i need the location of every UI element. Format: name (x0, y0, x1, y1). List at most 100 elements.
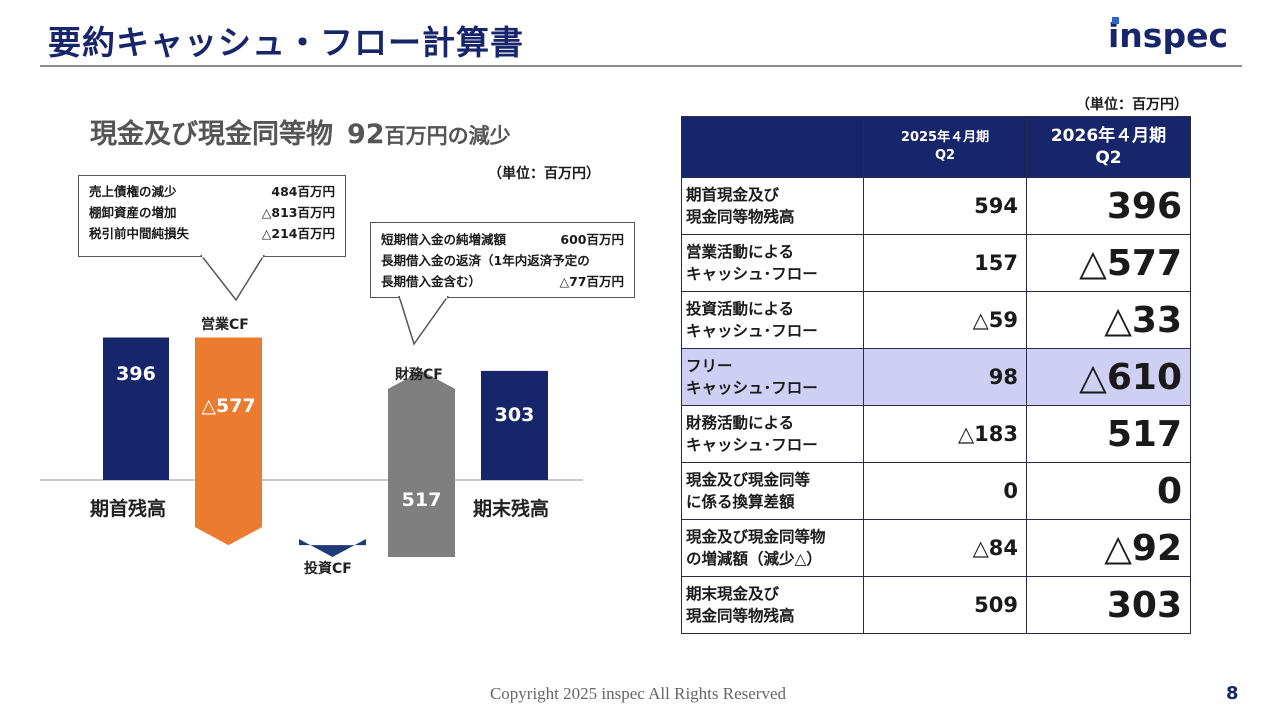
bar-value-financing: 517 (401, 489, 442, 511)
row-label-line: キャッシュ･フロー (686, 436, 818, 454)
bar-value-investing: △33 (313, 589, 352, 610)
operating-cf-callout: 売上債権の減少 484百万円 棚卸資産の増加 △813百万円 税引前中間純損失 △21… (78, 175, 346, 257)
cell-current-year: 396 (1026, 177, 1191, 235)
row-label-line: 期首現金及び (686, 186, 780, 204)
subtitle-number: 92 (347, 119, 385, 150)
table-header-current-year: 2026年４月期 Q2 (1026, 116, 1191, 178)
row-label-line: キャッシュ･フロー (686, 322, 818, 340)
table-row: 現金及び現金同等物 の増減額（減少△） △84 △92 (681, 519, 1191, 577)
bar-value-begin: 396 (116, 363, 156, 385)
cell-prev-year: △59 (863, 291, 1027, 349)
row-label: 財務活動によるキャッシュ･フロー (681, 405, 864, 463)
row-label-line: 期末現金及び (686, 585, 780, 603)
callout-row: 短期借入金の純増減額 600百万円 (381, 229, 624, 250)
callout-row-label: 税引前中間純損失 (89, 226, 190, 241)
callout-row-label: 長期借入金含む） (381, 274, 482, 289)
table-header-prev-year: 2025年４月期 Q2 (863, 116, 1027, 178)
callout-row-label: 短期借入金の純増減額 (381, 232, 507, 247)
row-label-line: フリー (686, 357, 733, 375)
callout-row-value: △77百万円 (559, 274, 624, 289)
header-period: 2025年４月期 (900, 130, 990, 145)
row-label-line: 財務活動による (686, 414, 795, 432)
waterfall-chart (40, 337, 583, 558)
row-label-line: 現金及び現金同等 (686, 471, 811, 489)
header-quarter: Q2 (1095, 148, 1122, 168)
header-quarter: Q2 (934, 148, 956, 163)
bar-begin-balance (103, 337, 169, 480)
cell-current-year: △577 (1026, 234, 1191, 292)
cell-current-year: 517 (1026, 405, 1191, 463)
category-label-investing: 投資CF (304, 561, 352, 577)
row-label-line: に係る換算差額 (686, 493, 795, 511)
cell-prev-year: 157 (863, 234, 1027, 292)
cash-flow-table: 2025年４月期 Q2 2026年４月期 Q2 期首現金及び 現金同等物残高 59… (681, 116, 1191, 634)
bar-financing-cf (388, 370, 455, 558)
table-row: 現金及び現金同等 に係る換算差額 0 0 (681, 462, 1191, 520)
row-label: 期首現金及び 現金同等物残高 (681, 177, 864, 235)
row-label: 期末現金及び 現金同等物残高 (681, 576, 864, 634)
cell-current-year: △92 (1026, 519, 1191, 577)
page-number: 8 (1226, 683, 1239, 704)
cell-current-year: △610 (1026, 348, 1191, 406)
table-row-highlighted: フリーキャッシュ･フロー 98 △610 (681, 348, 1191, 406)
row-label-line: 現金及び現金同等物 (686, 528, 826, 546)
row-label: 営業活動によるキャッシュ･フロー (681, 234, 864, 292)
row-label-line: 現金同等物残高 (686, 208, 795, 226)
callout-row-value: △813百万円 (261, 205, 335, 220)
category-label-end: 期末残高 (473, 498, 550, 520)
table-row: 投資活動によるキャッシュ･フロー △59 △33 (681, 291, 1191, 349)
cell-prev-year: 98 (863, 348, 1027, 406)
table-unit-label: （単位：百万円） (1076, 97, 1188, 113)
callout-row-value: 484百万円 (271, 184, 335, 199)
subtitle-prefix: 現金及び現金同等物 (90, 119, 333, 150)
cell-current-year: 303 (1026, 576, 1191, 634)
callout-row-label: 売上債権の減少 (89, 184, 177, 199)
title-divider (40, 65, 1242, 67)
copyright-footer: Copyright 2025 inspec All Rights Reserve… (489, 684, 787, 703)
row-label-line: 投資活動による (686, 300, 795, 318)
table-row: 期末現金及び 現金同等物残高 509 303 (681, 576, 1191, 634)
cell-current-year: 0 (1026, 462, 1191, 520)
row-label: フリーキャッシュ･フロー (681, 348, 864, 406)
category-label-financing: 財務CF (395, 367, 443, 383)
table-row: 財務活動によるキャッシュ･フロー △183 517 (681, 405, 1191, 463)
row-label-line: 営業活動による (686, 243, 795, 261)
logo-dot-icon (1112, 17, 1119, 24)
row-label-line: 現金同等物残高 (686, 607, 795, 625)
row-label-line: キャッシュ･フロー (686, 265, 818, 283)
table-row: 期首現金及び 現金同等物残高 594 396 (681, 177, 1191, 235)
callout-row: 棚卸資産の増加 △813百万円 (89, 202, 335, 223)
table-header-blank (681, 116, 864, 178)
table-header-row: 2025年４月期 Q2 2026年４月期 Q2 (681, 116, 1191, 178)
callout-row: 税引前中間純損失 △214百万円 (89, 223, 335, 244)
category-label-begin: 期首残高 (90, 498, 167, 520)
subtitle-suffix: 百万円の減少 (384, 124, 511, 148)
cell-current-year: △33 (1026, 291, 1191, 349)
bar-value-operating: △577 (201, 395, 256, 417)
callout-row-label: 棚卸資産の増加 (89, 205, 177, 220)
brand-logo: inspec (1108, 16, 1228, 55)
page-title: 要約キャッシュ・フロー計算書 (48, 23, 524, 62)
cell-prev-year: 0 (863, 462, 1027, 520)
row-label: 現金及び現金同等 に係る換算差額 (681, 462, 864, 520)
header-period: 2026年４月期 (1050, 126, 1167, 146)
callout-row: 長期借入金の返済（1年内返済予定の (381, 253, 590, 268)
financing-callout-pointer (398, 296, 449, 346)
operating-callout-pointer (200, 255, 265, 302)
cell-prev-year: △84 (863, 519, 1027, 577)
callout-row: 長期借入金含む） △77百万円 (381, 271, 624, 292)
chart-subtitle: 現金及び現金同等物 92百万円の減少 (90, 112, 511, 151)
cell-prev-year: △183 (863, 405, 1027, 463)
chart-unit-label: （単位：百万円） (488, 166, 600, 182)
bar-operating-cf (195, 337, 262, 546)
row-label-line: キャッシュ･フロー (686, 379, 818, 397)
financing-cf-callout: 短期借入金の純増減額 600百万円 長期借入金の返済（1年内返済予定の 長期借入金… (370, 222, 635, 298)
category-label-operating: 営業CF (201, 317, 249, 333)
callout-row-value: 600百万円 (560, 232, 624, 247)
bar-value-end: 303 (494, 404, 535, 426)
row-label: 現金及び現金同等物 の増減額（減少△） (681, 519, 864, 577)
row-label-line: の増減額（減少△） (686, 550, 822, 568)
bar-end-balance (481, 370, 548, 480)
callout-row: 売上債権の減少 484百万円 (89, 181, 335, 202)
logo-text: inspec (1108, 16, 1229, 55)
